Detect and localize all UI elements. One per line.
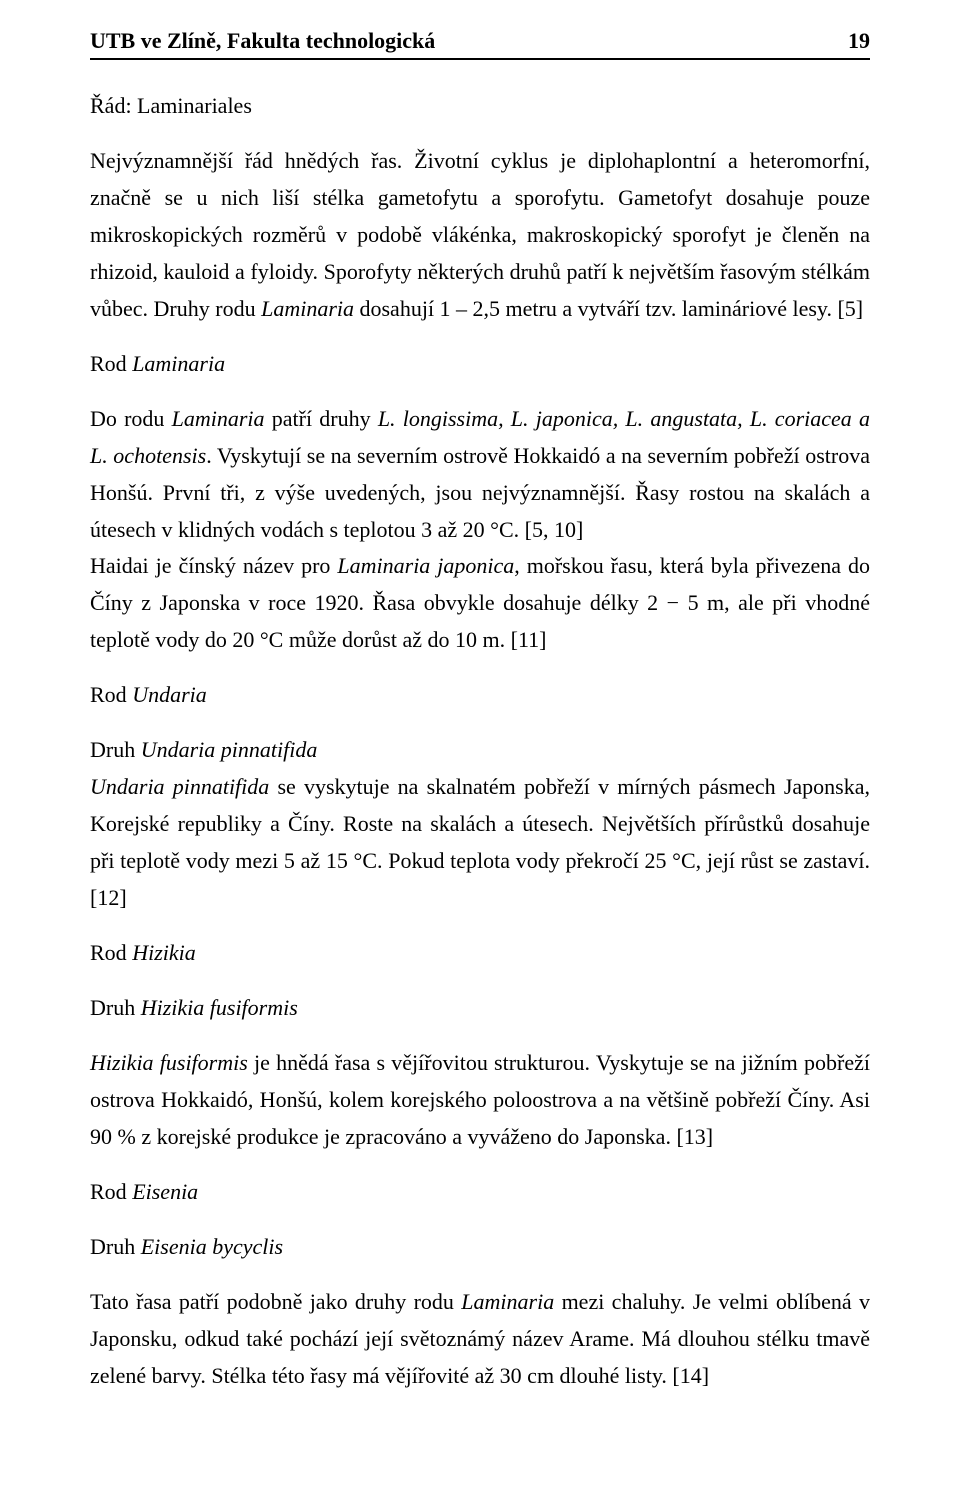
text-italic: Hizikia fusiformis <box>90 1050 248 1075</box>
text-italic: Laminaria <box>461 1289 554 1314</box>
page: UTB ve Zlíně, Fakulta technologická 19 Ř… <box>0 0 960 1435</box>
text-italic: Eisenia bycyclis <box>141 1234 283 1259</box>
header-page-number: 19 <box>848 28 870 54</box>
text-italic: Undaria <box>132 682 207 707</box>
heading-druh-undaria: Druh Undaria pinnatifida <box>90 732 870 769</box>
text-italic: Laminaria <box>172 406 265 431</box>
heading-rod-laminaria: Rod Laminaria <box>90 346 870 383</box>
text: Rod <box>90 940 132 965</box>
heading-druh-hizikia: Druh Hizikia fusiformis <box>90 990 870 1027</box>
text: patří druhy <box>265 406 378 431</box>
text: dosahují 1 – 2,5 metru a vytváří tzv. la… <box>354 296 863 321</box>
text-italic: Eisenia <box>132 1179 198 1204</box>
text: Haidai je čínský název pro <box>90 553 337 578</box>
paragraph-laminariales: Nejvýznamnější řád hnědých řas. Životní … <box>90 143 870 328</box>
paragraph-hizikia: Hizikia fusiformis je hnědá řasa s vějíř… <box>90 1045 870 1156</box>
text: Do rodu <box>90 406 172 431</box>
text-italic: Hizikia fusiformis <box>141 995 298 1020</box>
paragraph-haidai: Haidai je čínský název pro Laminaria jap… <box>90 548 870 659</box>
text: . Vyskytují se na severním ostrově Hokka… <box>90 443 870 542</box>
text-italic: Undaria pinnatifida <box>90 774 269 799</box>
paragraph-laminaria-species: Do rodu Laminaria patří druhy L. longiss… <box>90 401 870 549</box>
text-italic: Undaria pinnatifida <box>141 737 318 762</box>
heading-rod-hizikia: Rod Hizikia <box>90 935 870 972</box>
heading-rod-undaria: Rod Undaria <box>90 677 870 714</box>
text: Druh <box>90 995 141 1020</box>
text: Tato řasa patří podobně jako druhy rodu <box>90 1289 461 1314</box>
text-italic: Laminaria <box>132 351 225 376</box>
header-title: UTB ve Zlíně, Fakulta technologická <box>90 28 435 54</box>
heading-druh-eisenia: Druh Eisenia bycyclis <box>90 1229 870 1266</box>
paragraph-undaria: Undaria pinnatifida se vyskytuje na skal… <box>90 769 870 917</box>
text-italic: Hizikia <box>132 940 196 965</box>
text: Rod <box>90 1179 132 1204</box>
text: Druh <box>90 737 141 762</box>
text-italic: Laminaria japonica <box>337 553 514 578</box>
section-heading-rad: Řád: Laminariales <box>90 88 870 125</box>
paragraph-eisenia: Tato řasa patří podobně jako druhy rodu … <box>90 1284 870 1395</box>
heading-rod-eisenia: Rod Eisenia <box>90 1174 870 1211</box>
text: Rod <box>90 682 132 707</box>
text: Druh <box>90 1234 141 1259</box>
page-header: UTB ve Zlíně, Fakulta technologická 19 <box>90 28 870 60</box>
text-italic: Laminaria <box>261 296 354 321</box>
text: Rod <box>90 351 132 376</box>
